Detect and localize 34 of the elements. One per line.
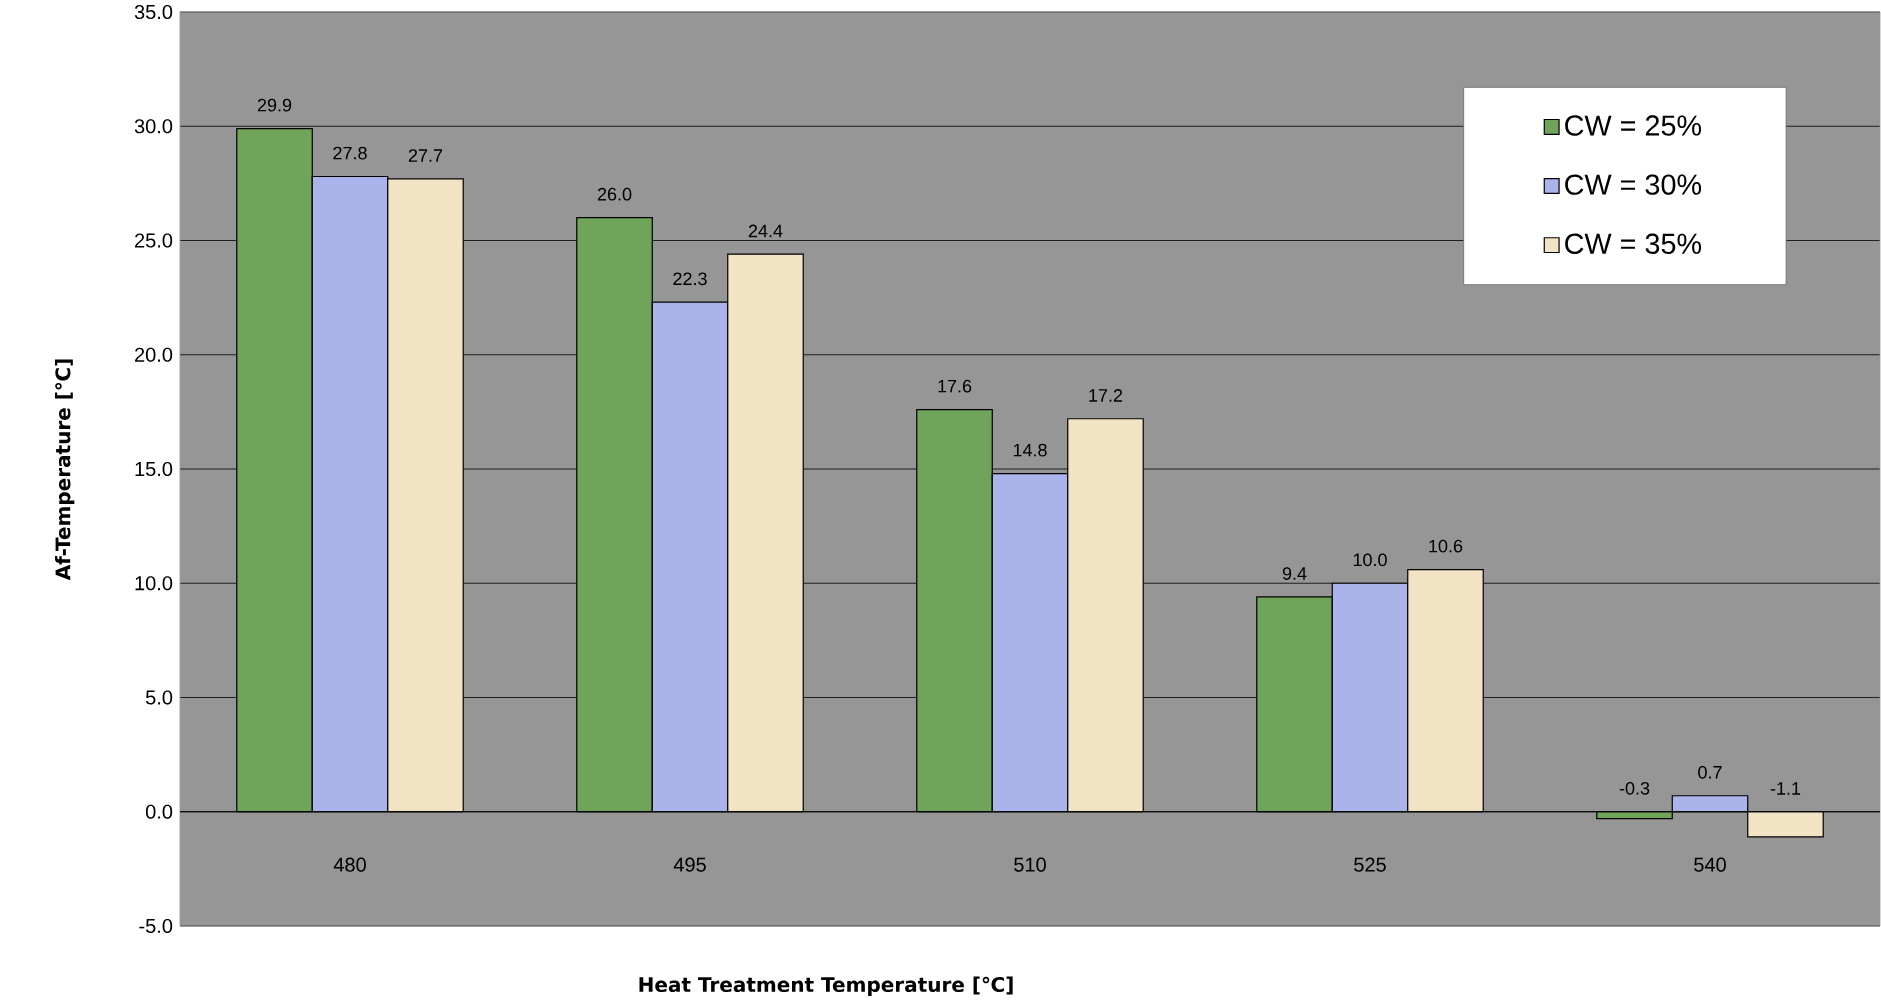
x-tick-label: 510	[1014, 857, 1046, 872]
data-label: -0.3	[1619, 781, 1650, 795]
data-label: 26.0	[597, 187, 632, 201]
data-label: 9.4	[1282, 567, 1307, 580]
x-tick-label: 495	[673, 857, 706, 872]
x-tick-label: 480	[333, 857, 366, 872]
y-tick-label: 25.0	[135, 233, 173, 248]
data-label: 10.0	[1353, 553, 1387, 567]
data-label: 29.9	[257, 98, 292, 112]
data-label: 14.8	[1013, 443, 1047, 457]
y-tick-label: 30.0	[134, 119, 173, 134]
data-label: 22.3	[673, 272, 707, 286]
y-tick-label: 10.0	[135, 576, 173, 591]
data-label: 27.8	[333, 146, 367, 160]
y-tick-label: 35.0	[134, 4, 173, 20]
y-tick-label: 15.0	[135, 461, 173, 477]
legend-label: CW = 30%	[1565, 174, 1702, 195]
data-label: 10.6	[1429, 539, 1463, 553]
y-tick-label: -5.0	[139, 918, 173, 934]
y-axis-title: Af-Temperature [℃]	[54, 359, 75, 581]
legend-label: CW = 35%	[1565, 233, 1702, 254]
data-label: 27.7	[408, 149, 443, 162]
x-tick-label: 540	[1694, 857, 1726, 872]
data-label: 0.7	[1698, 765, 1722, 779]
x-axis-title: Heat Treatment Temperature [℃]	[639, 976, 1013, 996]
y-tick-label: 20.0	[135, 347, 173, 362]
data-label: 17.6	[938, 379, 972, 393]
data-label: 24.4	[748, 224, 783, 238]
legend-label: CW = 25%	[1565, 115, 1702, 136]
data-label: -1.1	[1770, 782, 1801, 795]
y-tick-label: 0.0	[145, 804, 173, 819]
x-tick-label: 525	[1354, 857, 1386, 872]
data-label: 17.2	[1089, 389, 1123, 402]
y-tick-label: 5.0	[145, 690, 173, 705]
